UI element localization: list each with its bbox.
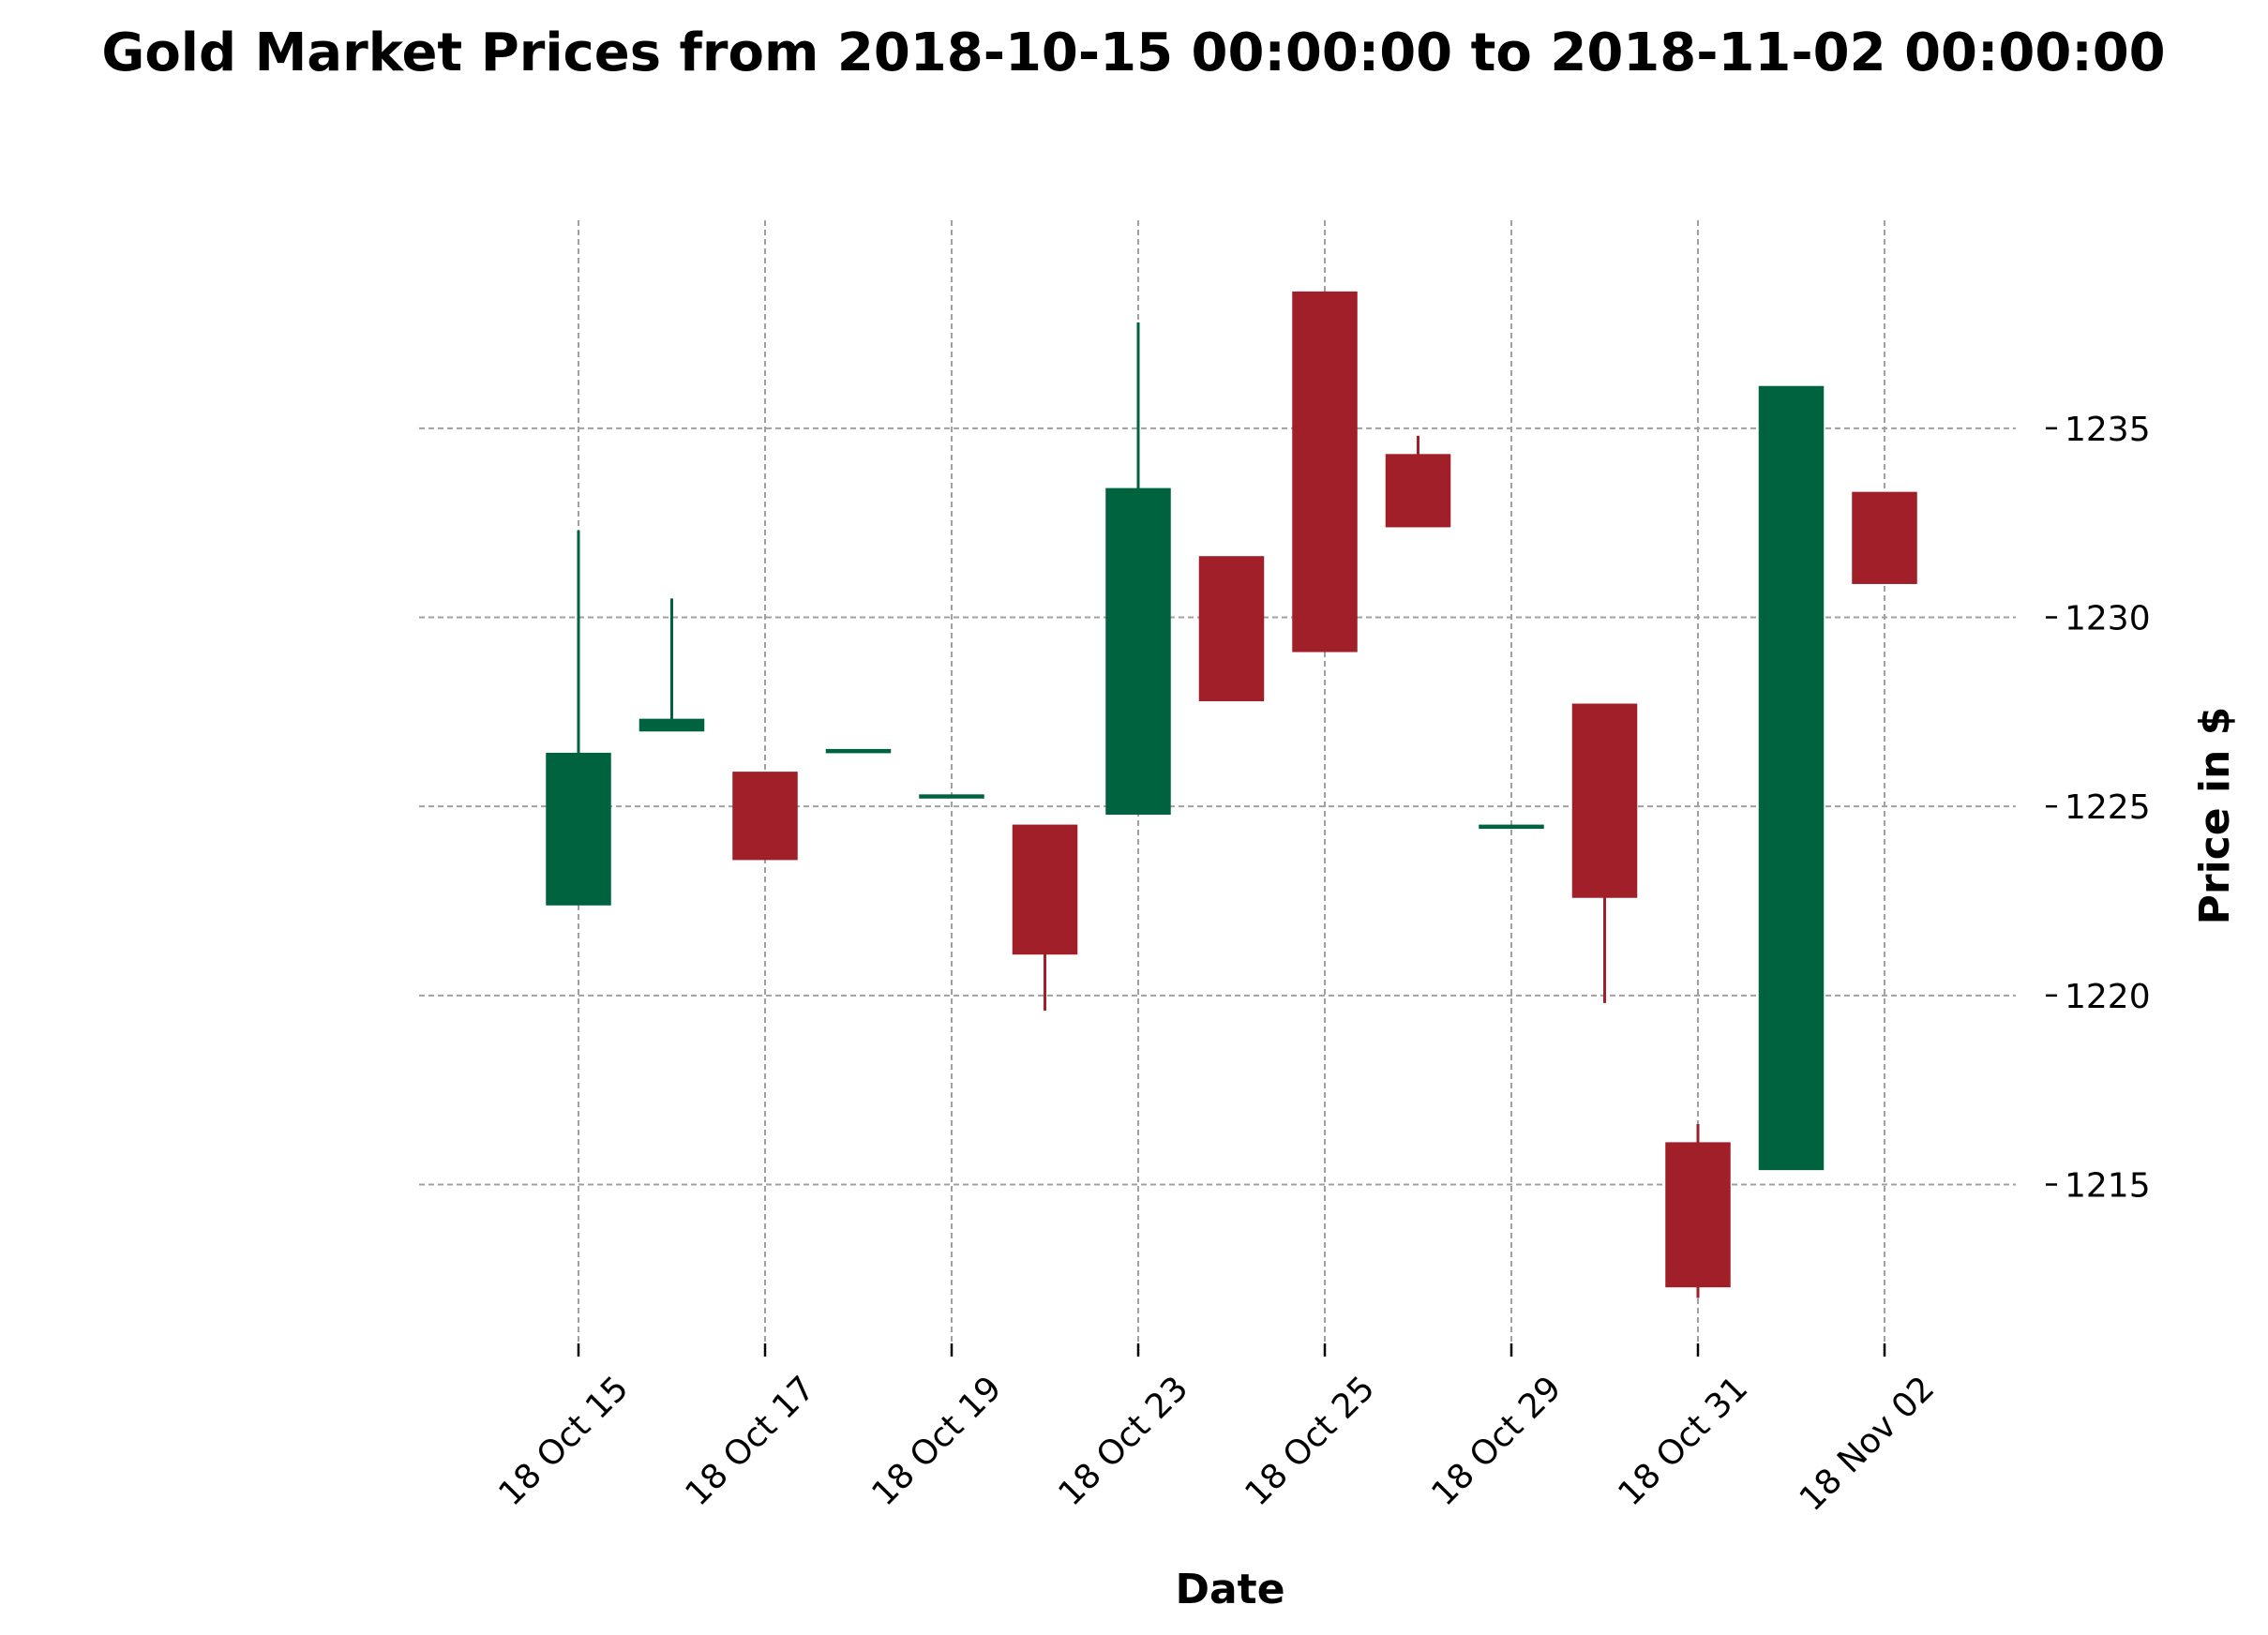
- x-tick-label: 18 Oct 19: [864, 1369, 1009, 1513]
- candle: [1665, 1123, 1731, 1298]
- candle-body: [1665, 1142, 1731, 1288]
- candle-body: [1292, 291, 1358, 652]
- candle-body: [1479, 824, 1544, 830]
- x-axis-label: Date: [1175, 1566, 1284, 1613]
- candle: [1852, 491, 1917, 584]
- y-tick-label: 1235: [2065, 411, 2151, 449]
- candle-body: [1758, 385, 1825, 1171]
- x-tick-label: 18 Oct 31: [1611, 1369, 1755, 1513]
- chart-title: Gold Market Prices from 2018-10-15 00:00…: [101, 22, 2165, 83]
- candle: [1105, 322, 1171, 815]
- candle: [1012, 824, 1078, 1011]
- candles: [546, 291, 1917, 1298]
- candle: [1385, 435, 1451, 528]
- x-tick-label: 18 Oct 25: [1238, 1369, 1382, 1513]
- x-axis: 18 Oct 15 18 Oct 17 18 Oct 19 18 Oct 23 18 O…: [491, 1343, 1942, 1519]
- candle-body: [638, 718, 705, 732]
- candle-body: [1198, 556, 1265, 701]
- candle: [1198, 556, 1265, 701]
- candle-body: [546, 752, 611, 906]
- candle-body: [1571, 703, 1638, 898]
- x-tick-label: 18 Oct 17: [678, 1369, 822, 1513]
- y-tick-label: 1225: [2065, 788, 2151, 827]
- y-axis-label: Price in $: [2191, 707, 2239, 925]
- candle-body: [732, 772, 798, 861]
- candle-body: [1105, 488, 1171, 815]
- y-tick-label: 1215: [2065, 1167, 2151, 1206]
- y-tick-label: 1220: [2065, 978, 2151, 1016]
- x-tick-label: 18 Oct 23: [1051, 1369, 1195, 1513]
- candle: [1292, 291, 1358, 652]
- candle-body: [919, 794, 984, 799]
- candle: [638, 598, 705, 732]
- candle-body: [1012, 824, 1078, 955]
- candle-body: [825, 748, 892, 754]
- x-tick-label: 18 Oct 29: [1424, 1369, 1569, 1513]
- y-tick-label: 1230: [2065, 600, 2151, 638]
- candle: [546, 530, 611, 906]
- candle: [825, 748, 892, 754]
- x-tick-label: 18 Oct 15: [491, 1369, 636, 1513]
- candle: [732, 772, 798, 861]
- candle: [919, 794, 984, 799]
- candle: [1479, 824, 1544, 830]
- candle-body: [1852, 491, 1917, 584]
- x-tick-label: 18 Nov 02: [1793, 1369, 1943, 1519]
- candle: [1758, 385, 1825, 1171]
- candle: [1571, 703, 1638, 1003]
- y-axis: 1215 1220 1225 1230 1235: [2046, 411, 2151, 1206]
- candle-body: [1385, 454, 1451, 528]
